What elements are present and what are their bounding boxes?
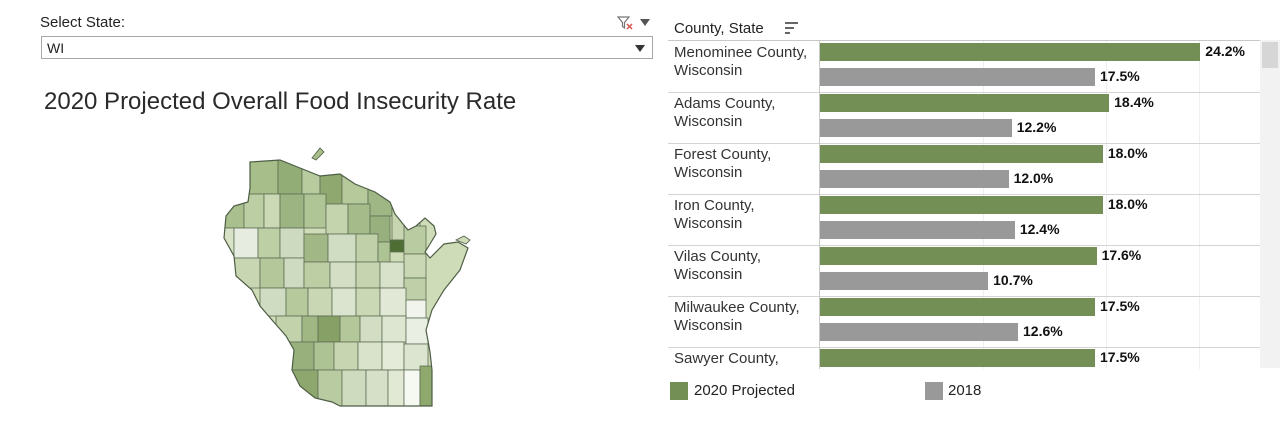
- sort-icon[interactable]: [785, 21, 799, 35]
- chart-row[interactable]: Sawyer County, 17.5%: [668, 347, 1260, 369]
- chart-row[interactable]: Milwaukee County, Wisconsin 17.5% 12.6%: [668, 296, 1260, 348]
- chart-row[interactable]: Forest County, Wisconsin 18.0% 12.0%: [668, 143, 1260, 195]
- legend-label-2018: 2018: [948, 382, 982, 399]
- chevron-down-icon: [635, 45, 645, 52]
- chart-row[interactable]: Iron County, Wisconsin 18.0% 12.4%: [668, 194, 1260, 246]
- column-header-county-state: County, State: [674, 20, 764, 37]
- legend-label-2020-projected: 2020 Projected: [694, 382, 795, 399]
- chart-row[interactable]: Vilas County, Wisconsin 17.6% 10.7%: [668, 245, 1260, 297]
- value-label-2018: 17.5%: [1100, 68, 1140, 84]
- chart-row[interactable]: Menominee County, Wisconsin 24.2% 17.5%: [668, 41, 1260, 93]
- gridline: [1106, 41, 1107, 369]
- county-label: Milwaukee County, Wisconsin: [674, 299, 800, 334]
- vertical-scrollbar[interactable]: [1260, 40, 1280, 368]
- value-label-2020-projected: 24.2%: [1205, 43, 1245, 59]
- wisconsin-county-map[interactable]: [220, 140, 480, 412]
- bar-2018[interactable]: [820, 272, 989, 290]
- value-label-2020-projected: 17.5%: [1100, 298, 1140, 314]
- value-label-2020-projected: 17.5%: [1100, 349, 1140, 365]
- bar-2020-projected[interactable]: [820, 196, 1103, 214]
- value-label-2020-projected: 18.4%: [1114, 94, 1154, 110]
- legend-swatch-2018[interactable]: [925, 382, 943, 400]
- bar-chart[interactable]: Menominee County, Wisconsin 24.2% 17.5% Ada…: [668, 40, 1260, 369]
- chart-row[interactable]: Adams County, Wisconsin 18.4% 12.2%: [668, 92, 1260, 144]
- bar-2018[interactable]: [820, 68, 1095, 86]
- clear-filter-icon[interactable]: [617, 16, 633, 30]
- bar-2018[interactable]: [820, 170, 1009, 188]
- county-label: Iron County, Wisconsin: [674, 197, 755, 232]
- county-label: Menominee County, Wisconsin: [674, 44, 808, 79]
- value-label-2020-projected: 17.6%: [1101, 247, 1142, 263]
- value-label-2018: 12.2%: [1016, 119, 1057, 135]
- bar-2018[interactable]: [820, 323, 1018, 341]
- filter-menu-chevron-icon[interactable]: [640, 19, 650, 26]
- map-title: 2020 Projected Overall Food Insecurity R…: [44, 88, 517, 115]
- bar-2020-projected[interactable]: [820, 247, 1097, 265]
- bar-2020-projected[interactable]: [820, 145, 1103, 163]
- county-label: Vilas County, Wisconsin: [674, 248, 761, 283]
- select-state-label: Select State:: [40, 14, 126, 31]
- bar-2020-projected[interactable]: [820, 43, 1201, 61]
- bar-2020-projected[interactable]: [820, 298, 1095, 316]
- bar-2020-projected[interactable]: [820, 349, 1095, 367]
- value-label-2018: 10.7%: [993, 272, 1033, 288]
- value-label-2020-projected: 18.0%: [1107, 145, 1148, 161]
- county-label: Sawyer County,: [674, 350, 779, 367]
- state-dropdown[interactable]: WI: [41, 36, 653, 59]
- bar-2020-projected[interactable]: [820, 94, 1110, 112]
- county-label: Adams County, Wisconsin: [674, 95, 776, 130]
- bar-2018[interactable]: [820, 221, 1015, 239]
- bar-2018[interactable]: [820, 119, 1012, 137]
- gridline: [1199, 41, 1200, 369]
- scrollbar-thumb[interactable]: [1262, 42, 1278, 68]
- label-column-divider: [819, 41, 820, 369]
- state-dropdown-value: WI: [47, 40, 65, 56]
- legend-swatch-2020-projected[interactable]: [670, 382, 688, 400]
- value-label-2018: 12.6%: [1023, 323, 1063, 339]
- value-label-2018: 12.0%: [1013, 170, 1054, 186]
- value-label-2018: 12.4%: [1019, 221, 1060, 237]
- county-label: Forest County, Wisconsin: [674, 146, 772, 181]
- value-label-2020-projected: 18.0%: [1107, 196, 1148, 212]
